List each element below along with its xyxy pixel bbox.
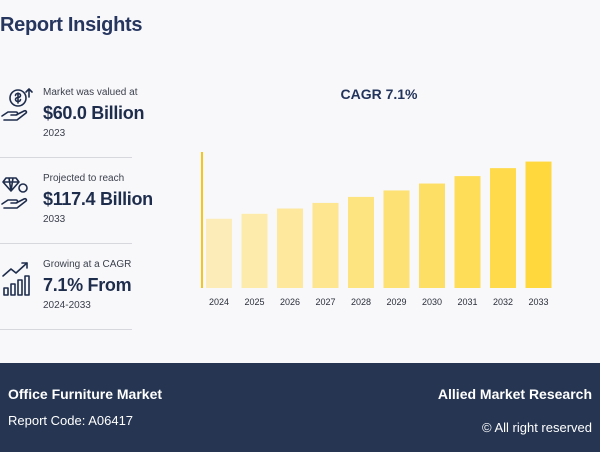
money-hand-icon xyxy=(1,88,33,121)
bar-2024 xyxy=(206,218,232,288)
x-tick-label: 2025 xyxy=(244,297,264,307)
x-tick-label: 2027 xyxy=(315,297,335,307)
stat-year: 2033 xyxy=(43,214,66,225)
bar-2031 xyxy=(454,176,481,288)
stat-cagr: Growing at a CAGR 7.1% From 2024-2033 xyxy=(0,244,132,330)
stat-market-value: Market was valued at $60.0 Billion 2023 xyxy=(0,72,144,158)
market-name: Office Furniture Market xyxy=(8,386,163,402)
chart-title: CAGR 7.1% xyxy=(340,86,418,102)
bar-chart: 2024 2025 2026 2027 2028 2029 2030 2031 2032 2033 xyxy=(201,152,552,307)
bar-2033 xyxy=(525,161,552,288)
bar-2028 xyxy=(348,196,374,288)
stat-year: 2023 xyxy=(43,128,66,139)
copyright-text: © All right reserved xyxy=(481,420,592,435)
growth-chart-icon xyxy=(2,262,30,296)
x-tick-label: 2029 xyxy=(386,297,406,307)
bar-2026 xyxy=(277,208,303,288)
stat-label: Projected to reach xyxy=(43,173,125,184)
stat-value: $60.0 Billion xyxy=(43,103,145,123)
stat-year: 2024-2033 xyxy=(43,300,91,311)
bar-2030 xyxy=(419,183,445,288)
stat-label: Market was valued at xyxy=(43,87,138,98)
x-tick-label: 2026 xyxy=(280,297,300,307)
stat-label: Growing at a CAGR xyxy=(43,259,132,270)
x-tick-label: 2024 xyxy=(209,297,229,307)
bar-2027 xyxy=(312,202,339,288)
diamond-hand-icon xyxy=(1,177,28,209)
bar-2025 xyxy=(241,213,268,288)
page-title: Report Insights xyxy=(0,14,143,36)
x-tick-label: 2031 xyxy=(457,297,477,307)
x-tick-label: 2033 xyxy=(528,297,548,307)
report-code: Report Code: A06417 xyxy=(8,413,134,428)
x-tick-label: 2028 xyxy=(351,297,371,307)
x-tick-label: 2032 xyxy=(493,297,513,307)
footer: Office Furniture Market Report Code: A06… xyxy=(0,363,600,452)
bar-2029 xyxy=(383,190,410,288)
stat-value: 7.1% From xyxy=(43,275,132,295)
stat-value: $117.4 Billion xyxy=(43,189,153,209)
brand-name: Allied Market Research xyxy=(437,386,592,402)
x-tick-label: 2030 xyxy=(422,297,442,307)
bar-2032 xyxy=(490,168,516,288)
stat-projected-value: Projected to reach $117.4 Billion 2033 xyxy=(0,158,153,244)
